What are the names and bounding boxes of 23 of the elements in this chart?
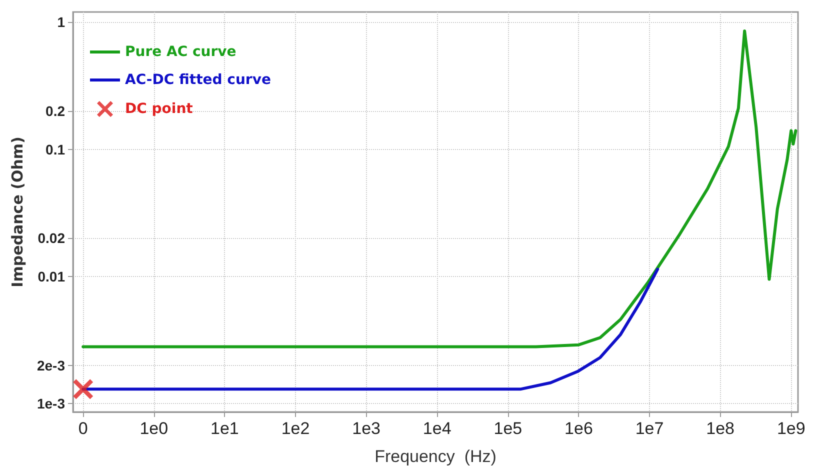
legend-label: DC point — [125, 101, 194, 117]
x-tick-label: 1e4 — [422, 419, 452, 438]
legend-label: Pure AC curve — [125, 44, 236, 60]
x-tick-label: 1e6 — [564, 419, 593, 438]
x-tick-label: 1e0 — [140, 419, 168, 438]
y-tick-label: 1e-3 — [36, 396, 66, 412]
y-tick-label: 2e-3 — [36, 357, 66, 374]
x-tick-label: 1e7 — [635, 419, 664, 438]
x-tick-label: 1e9 — [776, 419, 806, 438]
x-tick-label: 1e8 — [706, 419, 735, 438]
y-tick-label: 0.02 — [38, 230, 66, 246]
x-tick-label: 1e5 — [494, 419, 522, 438]
x-tick-label: 1e1 — [210, 419, 239, 438]
x-tick-label: 1e3 — [352, 419, 381, 438]
x-axis-title: Frequency (Hz) — [374, 447, 496, 466]
y-tick-label: 0.1 — [46, 141, 66, 158]
y-tick-label: 0.01 — [38, 268, 66, 284]
y-axis-title: Impedance (Ohm) — [8, 136, 26, 288]
x-tick-label: 1e2 — [281, 419, 310, 438]
y-tick-label: 0.2 — [46, 102, 66, 119]
legend-label: AC-DC fitted curve — [125, 72, 271, 88]
y-tick-label: 1 — [57, 14, 66, 30]
x-tick-label: 0 — [78, 419, 88, 438]
